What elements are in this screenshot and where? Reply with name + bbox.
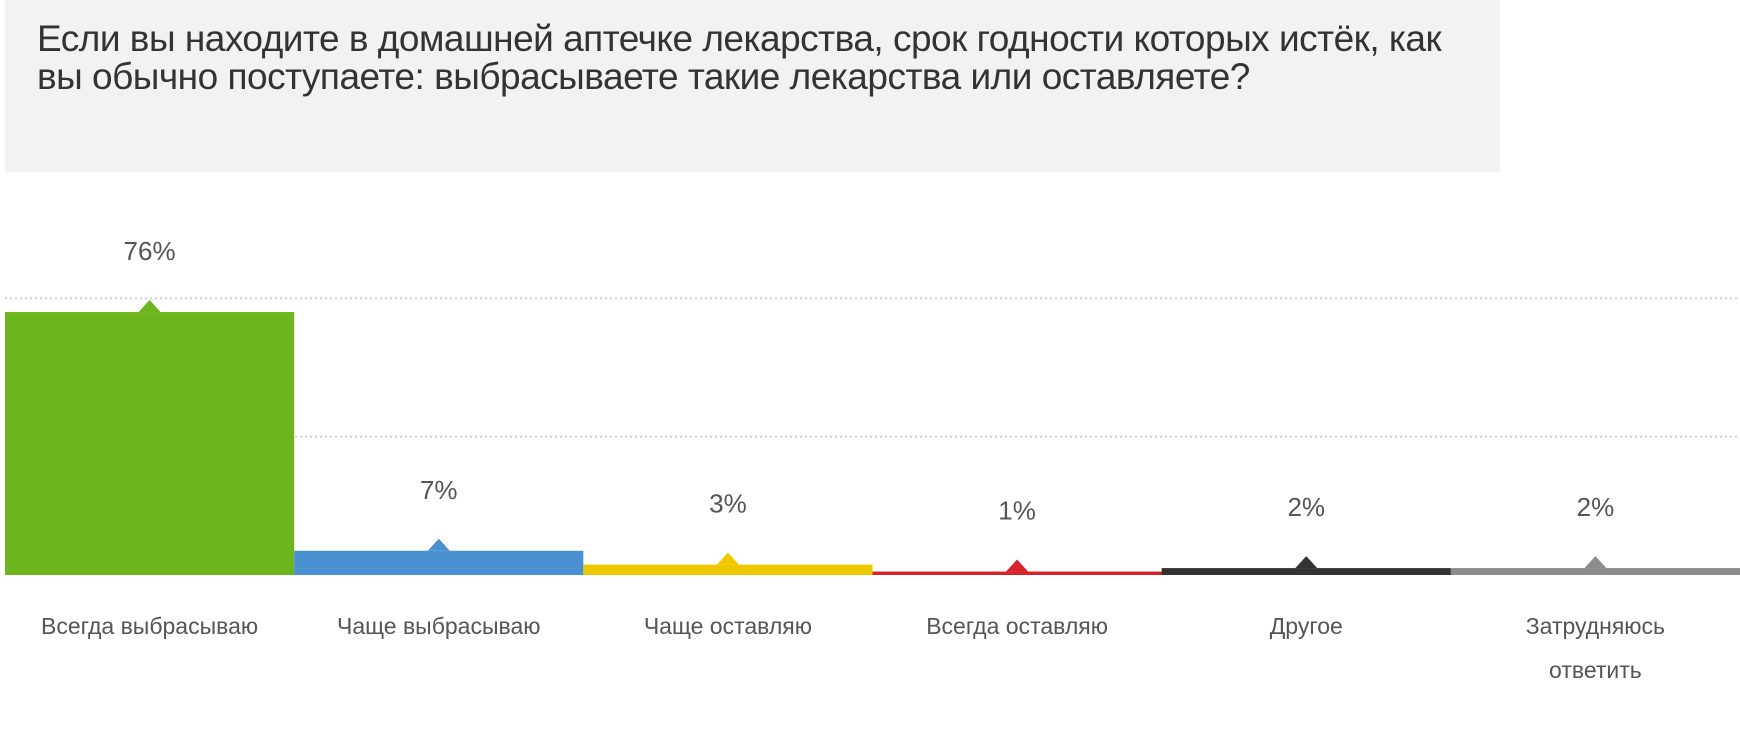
x-tick-label: Всегда выбрасываю bbox=[41, 613, 259, 639]
bar bbox=[1450, 568, 1740, 575]
x-tick-label: Всегда оставляю bbox=[926, 613, 1108, 639]
bar-marker bbox=[1006, 559, 1029, 572]
chart-title: Если вы находите в домашней аптечке лека… bbox=[37, 18, 1442, 97]
x-tick-label: Затрудняюсь ответить bbox=[1525, 613, 1666, 683]
value-label: 2% bbox=[1287, 492, 1325, 522]
bar bbox=[583, 564, 873, 575]
value-label: 7% bbox=[420, 475, 458, 505]
x-tick-label: Чаще оставляю bbox=[643, 613, 812, 639]
x-tick-label: Чаще выбрасываю bbox=[336, 613, 541, 639]
bar-marker bbox=[1584, 556, 1607, 569]
x-tick-label: Другое bbox=[1269, 613, 1343, 639]
bar-marker bbox=[1295, 556, 1318, 569]
value-label: 2% bbox=[1577, 492, 1615, 522]
title-box: Если вы находите в домашней аптечке лека… bbox=[5, 0, 1500, 172]
bar-marker bbox=[138, 300, 161, 313]
bar-marker bbox=[427, 538, 450, 551]
value-label: 76% bbox=[124, 236, 176, 266]
value-label: 3% bbox=[709, 489, 747, 519]
bar bbox=[294, 550, 584, 575]
bar-marker bbox=[716, 552, 739, 565]
bar bbox=[872, 571, 1162, 575]
value-label: 1% bbox=[998, 496, 1036, 526]
bar bbox=[1161, 568, 1451, 575]
bar bbox=[5, 312, 295, 575]
